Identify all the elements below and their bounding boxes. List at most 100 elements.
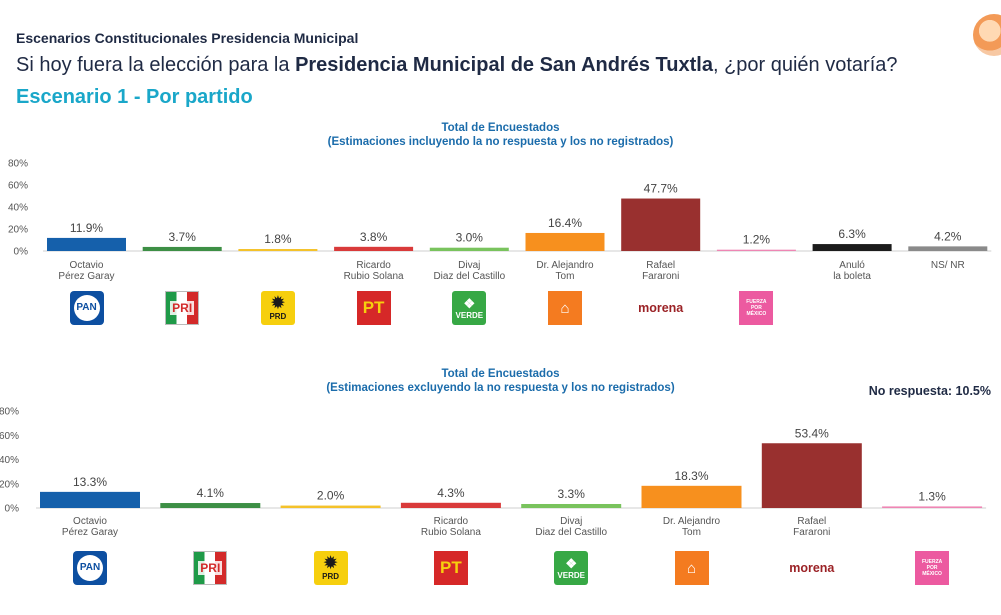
- panel1-title-line1: Total de Encuestados: [441, 122, 560, 134]
- chart2-category-label: Octavio: [73, 516, 107, 527]
- party-logo-verde-icon: ❖ VERDE: [452, 291, 487, 325]
- panel2-title-line1: Total de Encuestados: [441, 368, 560, 380]
- chart2-value-label: 3.3%: [558, 487, 586, 501]
- chart2-ytick: 20%: [0, 479, 19, 490]
- chart1-ytick: 80%: [8, 159, 28, 170]
- scenario-title: Escenario 1 - Por partido: [16, 86, 253, 108]
- chart2-value-label: 53.4%: [795, 426, 829, 440]
- chart1-value-label: 3.7%: [169, 230, 197, 244]
- chart1-category-label: Pérez Garay: [58, 271, 114, 282]
- chart1-category-label: Rafael: [646, 260, 675, 271]
- chart1-bar: [238, 249, 318, 251]
- chart2-bar: [641, 485, 742, 508]
- party-logo-mc-icon: ⌂: [674, 551, 709, 585]
- chart2-ytick: 60%: [0, 431, 19, 442]
- party-logo-prd-icon: ✹ PRD: [260, 291, 295, 325]
- chart2-bar: [882, 506, 983, 508]
- party-logo-mc-icon: ⌂: [548, 291, 582, 325]
- chart2-value-label: 1.3%: [918, 489, 946, 503]
- chart1-category-label: Rubio Solana: [344, 271, 404, 282]
- party-logo-fxm-icon: FUERZA POR MÉXICO: [915, 551, 950, 585]
- chart1-ytick: 60%: [8, 181, 28, 192]
- party-logo-pan-icon: PAN: [69, 291, 104, 325]
- chart1-value-label: 6.3%: [838, 227, 866, 241]
- brand-logo-icon: [973, 14, 1001, 56]
- header-question: Si hoy fuera la elección para la Preside…: [16, 54, 898, 77]
- chart2-category-label: Ricardo: [434, 516, 469, 527]
- chart1-category-label: la boleta: [833, 271, 871, 282]
- chart2-ytick: 0%: [5, 504, 20, 515]
- chart2-value-label: 4.3%: [437, 486, 465, 500]
- question-pre: Si hoy fuera la elección para la: [16, 54, 296, 76]
- question-bold: Presidencia Municipal de San Andrés Tuxt…: [295, 54, 713, 76]
- chart1-value-label: 1.2%: [743, 233, 771, 247]
- panel2-title-line2: (Estimaciones excluyendo la no respuesta…: [326, 382, 675, 394]
- question-post: , ¿por quién votaría?: [712, 54, 898, 76]
- panel2-title: Total de Encuestados (Estimaciones exclu…: [0, 367, 1001, 395]
- chart1-category-label: Fararoni: [642, 271, 679, 282]
- chart1-value-label: 4.2%: [934, 229, 962, 243]
- party-logo-morena-icon: morena: [789, 561, 835, 575]
- chart1-value-label: 1.8%: [264, 232, 292, 246]
- chart1-bar: [812, 244, 892, 251]
- chart2-category-label: Pérez Garay: [62, 527, 118, 538]
- chart2-bar: [521, 503, 622, 508]
- panel1-title: Total de Encuestados (Estimaciones inclu…: [0, 121, 1001, 149]
- party-logo-pt-icon: PT: [433, 551, 468, 585]
- chart2-ytick: 80%: [0, 407, 19, 418]
- party-logo-pt-icon: PT: [356, 291, 391, 325]
- chart2-value-label: 18.3%: [674, 469, 708, 483]
- chart1-value-label: 11.9%: [70, 221, 103, 235]
- chart2-category-label: Divaj: [560, 516, 582, 527]
- chart1-value-label: 47.7%: [644, 182, 678, 196]
- chart1-bar: [908, 246, 988, 251]
- panel1-title-line2: (Estimaciones incluyendo la no respuesta…: [327, 136, 674, 148]
- chart1-value-label: 3.0%: [456, 231, 484, 245]
- chart2-category-label: Rubio Solana: [421, 527, 481, 538]
- chart2-bar: [40, 491, 140, 508]
- chart1-ytick: 40%: [8, 203, 28, 214]
- chart1-bar: [47, 237, 126, 251]
- party-logo-pan-icon: PAN: [73, 551, 107, 585]
- chart1-bar: [621, 198, 701, 251]
- chart2-bar: [280, 505, 381, 508]
- no-response-note: No respuesta: 10.5%: [868, 384, 991, 398]
- chart2-ytick: 40%: [0, 455, 19, 466]
- chart1-value-label: 16.4%: [548, 216, 582, 230]
- chart1-category-label: Diaz del Castillo: [433, 271, 505, 282]
- party-logo-prd-icon: ✹ PRD: [313, 551, 348, 585]
- chart1-category-label: Anuló: [839, 260, 865, 271]
- party-logo-verde-icon: ❖ VERDE: [554, 551, 589, 585]
- chart2-category-label: Dr. Alejandro: [663, 516, 721, 527]
- chart2-bar: [400, 502, 501, 508]
- chart2-bar: [761, 443, 862, 508]
- chart1-bar: [142, 246, 222, 251]
- chart2-category-label: Fararoni: [793, 527, 830, 538]
- chart2-category-label: Rafael: [797, 516, 826, 527]
- chart2-category-label: Diaz del Castillo: [535, 527, 607, 538]
- chart1-category-label: Divaj: [458, 260, 480, 271]
- chart1-ytick: 0%: [14, 247, 29, 258]
- chart1-bar: [716, 249, 796, 251]
- chart1-bar: [525, 232, 605, 251]
- chart1-category-label: Dr. Alejandro: [536, 260, 594, 271]
- chart1-category-label: Ricardo: [356, 260, 391, 271]
- chart2-bar: [160, 503, 261, 508]
- chart1-ytick: 20%: [8, 225, 28, 236]
- chart1-category-label: Octavio: [70, 260, 104, 271]
- chart2-category-label: Tom: [682, 527, 701, 538]
- chart2-value-label: 2.0%: [317, 489, 345, 503]
- chart2-value-label: 13.3%: [73, 475, 107, 489]
- chart1-value-label: 3.8%: [360, 230, 388, 244]
- chart1-category-label: NS/ NR: [931, 260, 965, 271]
- chart2-value-label: 4.1%: [197, 486, 225, 500]
- chart1-category-label: Tom: [556, 271, 575, 282]
- party-logo-pri-icon: PRI: [165, 291, 200, 325]
- party-logo-pri-icon: PRI: [193, 551, 228, 585]
- party-logo-morena-icon: morena: [638, 301, 684, 315]
- party-logo-fxm-icon: FUERZA POR MÉXICO: [739, 291, 774, 325]
- header-kicker: Escenarios Constitucionales Presidencia …: [16, 30, 359, 46]
- chart1-bar: [429, 247, 509, 251]
- chart1-bar: [334, 246, 414, 251]
